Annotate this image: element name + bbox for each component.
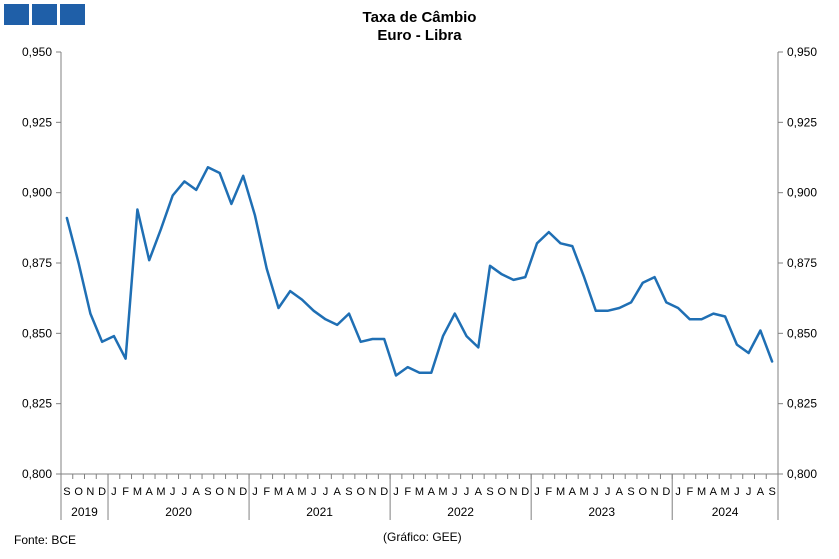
year-label: 2021 [306, 505, 333, 519]
month-tick-label: N [369, 486, 377, 498]
chart-title: Taxa de Câmbio [362, 9, 477, 26]
month-tick-label: N [651, 486, 659, 498]
month-tick-label: A [145, 486, 153, 498]
y-tick-label-left: 0,925 [22, 115, 52, 129]
month-tick-label: A [334, 486, 342, 498]
month-tick-label: O [74, 486, 83, 498]
y-tick-label-right: 0,825 [787, 397, 817, 411]
month-tick-label: J [534, 486, 540, 498]
month-tick-label: A [287, 486, 295, 498]
month-tick-label: J [746, 486, 752, 498]
month-tick-label: S [627, 486, 634, 498]
month-tick-label: D [521, 486, 529, 498]
month-tick-label: M [297, 486, 306, 498]
month-tick-label: F [686, 486, 693, 498]
month-tick-label: A [475, 486, 483, 498]
month-tick-label: A [710, 486, 718, 498]
month-tick-label: O [356, 486, 365, 498]
month-tick-label: N [510, 486, 518, 498]
y-tick-label-right: 0,850 [787, 326, 817, 340]
month-tick-label: F [545, 486, 552, 498]
month-tick-label: O [497, 486, 506, 498]
year-label: 2019 [71, 505, 98, 519]
logo-block [32, 4, 57, 25]
year-label: 2020 [165, 505, 192, 519]
month-tick-label: J [252, 486, 258, 498]
month-tick-label: M [415, 486, 424, 498]
series-line-eur-gbp [65, 166, 774, 377]
month-tick-label: M [156, 486, 165, 498]
month-tick-label: F [122, 486, 129, 498]
month-tick-label: D [98, 486, 106, 498]
month-tick-label: A [569, 486, 577, 498]
month-tick-label: D [380, 486, 388, 498]
month-tick-label: M [274, 486, 283, 498]
month-tick-label: M [438, 486, 447, 498]
logo-block [60, 4, 85, 25]
y-tick-label-left: 0,900 [22, 186, 52, 200]
month-tick-label: J [734, 486, 740, 498]
month-tick-label: J [323, 486, 329, 498]
y-tick-label-right: 0,950 [787, 45, 817, 59]
month-tick-label: M [697, 486, 706, 498]
y-tick-label-left: 0,850 [22, 326, 52, 340]
chart-credit: (Gráfico: GEE) [383, 530, 462, 544]
month-tick-label: J [605, 486, 611, 498]
month-tick-label: M [579, 486, 588, 498]
year-label: 2022 [447, 505, 474, 519]
month-tick-label: F [263, 486, 270, 498]
month-tick-label: J [464, 486, 470, 498]
y-tick-label-right: 0,875 [787, 256, 817, 270]
year-label: 2023 [588, 505, 615, 519]
month-tick-label: J [593, 486, 599, 498]
month-tick-label: J [111, 486, 117, 498]
month-tick-label: N [227, 486, 235, 498]
month-tick-label: J [182, 486, 188, 498]
month-tick-label: M [556, 486, 565, 498]
month-tick-label: M [133, 486, 142, 498]
month-tick-label: O [215, 486, 224, 498]
year-label: 2024 [712, 505, 739, 519]
y-tick-label-right: 0,900 [787, 186, 817, 200]
month-tick-label: N [86, 486, 94, 498]
y-tick-label-right: 0,800 [787, 467, 817, 481]
source-note: Fonte: BCE [14, 533, 77, 547]
month-tick-label: D [239, 486, 247, 498]
month-tick-label: J [675, 486, 681, 498]
month-tick-label: S [204, 486, 211, 498]
month-tick-label: S [486, 486, 493, 498]
y-tick-label-left: 0,825 [22, 397, 52, 411]
month-tick-label: S [345, 486, 352, 498]
month-tick-label: J [311, 486, 317, 498]
month-tick-label: S [63, 486, 70, 498]
month-tick-label: A [193, 486, 201, 498]
month-tick-label: A [616, 486, 624, 498]
y-tick-label-right: 0,925 [787, 115, 817, 129]
y-tick-label-left: 0,950 [22, 45, 52, 59]
month-tick-label: M [721, 486, 730, 498]
chart-subtitle: Euro - Libra [377, 27, 462, 44]
y-tick-label-left: 0,875 [22, 256, 52, 270]
month-tick-label: A [428, 486, 436, 498]
month-tick-label: J [393, 486, 399, 498]
month-tick-label: O [639, 486, 648, 498]
month-tick-label: F [404, 486, 411, 498]
month-tick-label: J [452, 486, 458, 498]
month-tick-label: D [662, 486, 670, 498]
logo-block [4, 4, 29, 25]
month-tick-label: S [768, 486, 775, 498]
y-tick-label-left: 0,800 [22, 467, 52, 481]
gee-logo [4, 4, 85, 25]
month-tick-label: A [757, 486, 765, 498]
month-tick-label: J [170, 486, 176, 498]
